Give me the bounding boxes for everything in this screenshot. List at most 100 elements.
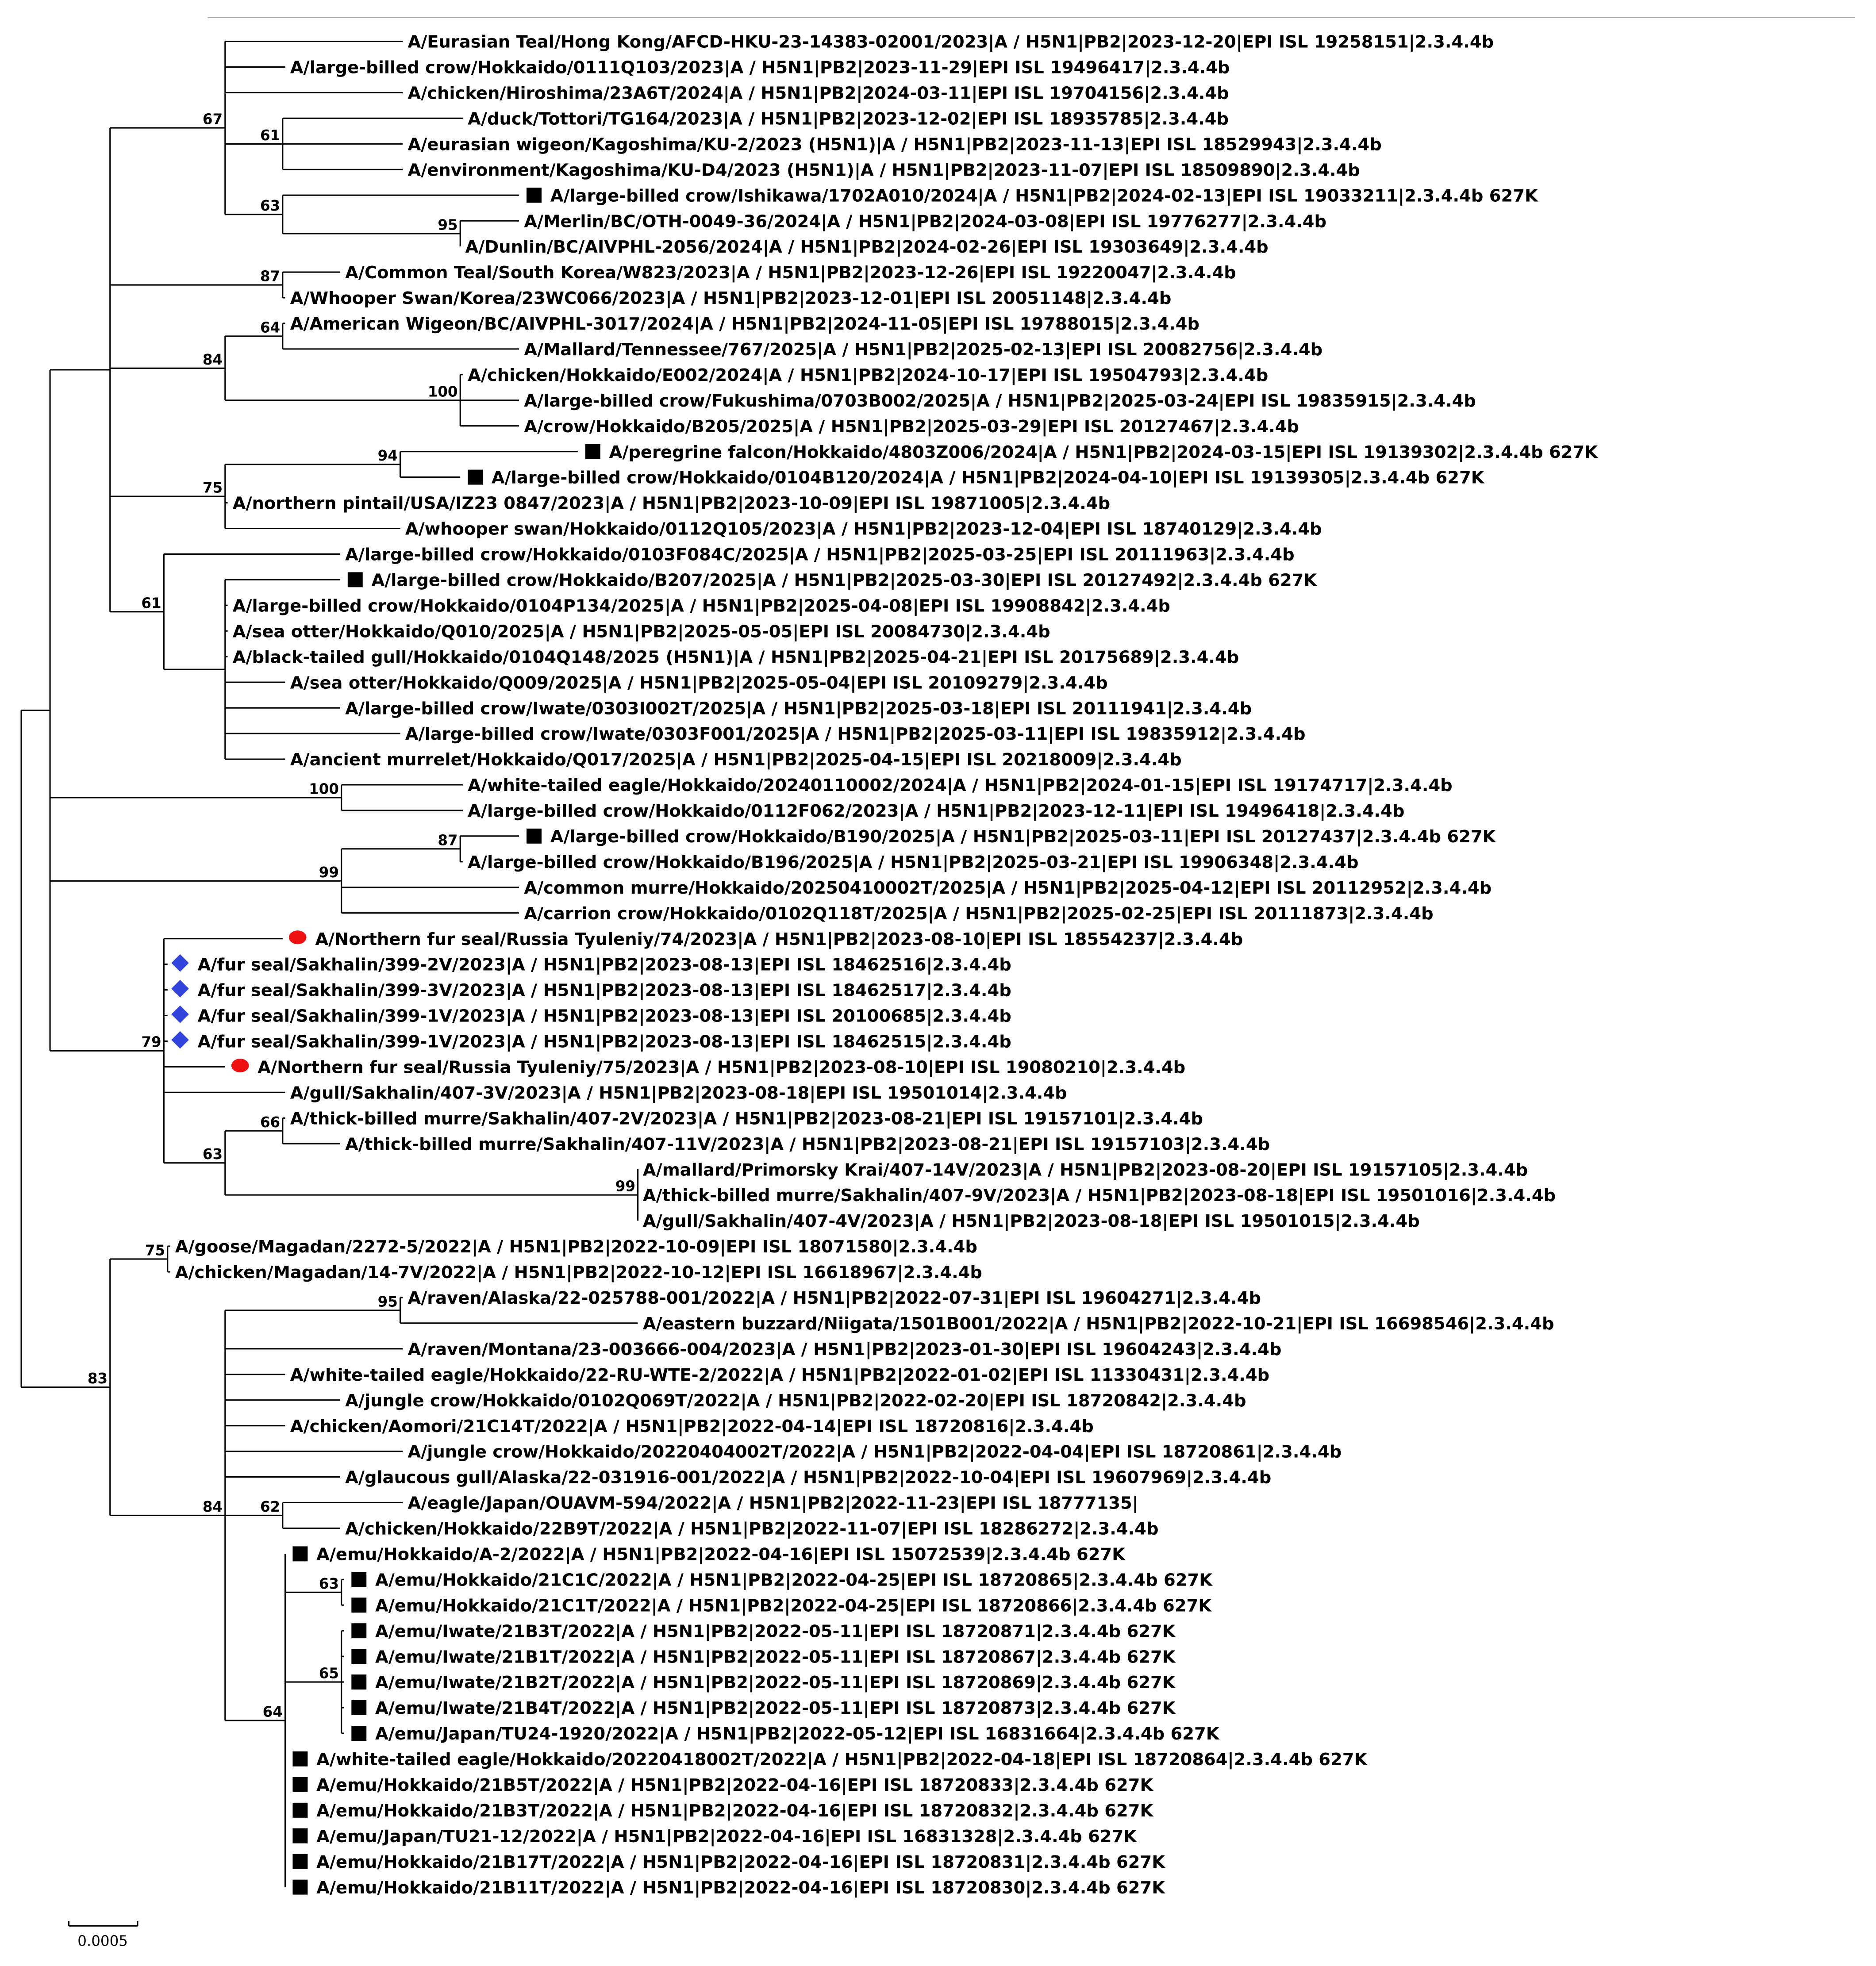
square-marker-icon (351, 1649, 367, 1664)
square-marker-icon (468, 469, 483, 485)
taxon-label: A/emu/Hokkaido/A-2/2022|A / H5N1|PB2|202… (316, 1545, 1126, 1565)
taxon-label: A/ancient murrelet/Hokkaido/Q017/2025|A … (290, 750, 1182, 770)
bootstrap-value: 62 (260, 1498, 280, 1515)
red-circle-marker-icon (231, 1059, 249, 1073)
blue-diamond-marker-icon (171, 954, 189, 972)
taxon-label: A/thick-billed murre/Sakhalin/407-11V/20… (345, 1134, 1270, 1154)
blue-diamond-marker-icon (171, 979, 189, 998)
bootstrap-value: 65 (319, 1665, 339, 1682)
bootstrap-value: 64 (260, 319, 280, 336)
taxon-label: A/eastern buzzard/Niigata/1501B001/2022|… (643, 1314, 1554, 1334)
taxon-label: A/Whooper Swan/Korea/23WC066/2023|A / H5… (290, 288, 1172, 308)
scale-bar: 0.0005 (68, 1921, 138, 1950)
taxon-label: A/sea otter/Hokkaido/Q010/2025|A / H5N1|… (233, 622, 1050, 641)
taxon-label: A/thick-billed murre/Sakhalin/407-9V/202… (643, 1186, 1556, 1206)
taxon-label: A/fur seal/Sakhalin/399-3V/2023|A / H5N1… (198, 981, 1011, 1001)
taxon-label: A/white-tailed eagle/Hokkaido/2022041800… (316, 1750, 1368, 1770)
taxon-label: A/raven/Alaska/22-025788-001/2022|A / H5… (407, 1288, 1261, 1308)
bootstrap-value: 94 (378, 447, 398, 464)
taxon-label: A/Eurasian Teal/Hong Kong/AFCD-HKU-23-14… (407, 32, 1494, 52)
taxon-label: A/large-billed crow/Hokkaido/0104P134/20… (233, 596, 1170, 616)
taxon-label: A/chicken/Hokkaido/E002/2024|A / H5N1|PB… (468, 365, 1268, 385)
taxon-label: A/Northern fur seal/Russia Tyuleniy/75/2… (258, 1058, 1185, 1078)
taxon-label: A/large-billed crow/Hokkaido/B190/2025|A… (550, 827, 1496, 847)
taxon-label: A/emu/Iwate/21B2T/2022|A / H5N1|PB2|2022… (375, 1673, 1176, 1693)
taxon-label: A/glaucous gull/Alaska/22-031916-001/202… (345, 1468, 1271, 1488)
square-marker-icon (351, 1700, 367, 1716)
bootstrap-value: 63 (260, 197, 280, 214)
taxon-label: A/goose/Magadan/2272-5/2022|A / H5N1|PB2… (175, 1237, 977, 1257)
taxon-label: A/eurasian wigeon/Kagoshima/KU-2/2023 (H… (407, 134, 1381, 154)
square-marker-icon (527, 188, 542, 203)
bootstrap-value: 100 (428, 383, 458, 400)
taxon-label: A/large-billed crow/Hokkaido/0104B120/20… (492, 468, 1485, 488)
scale-bar-label: 0.0005 (77, 1933, 128, 1950)
square-marker-icon (351, 1597, 367, 1613)
bootstrap-value: 84 (203, 1498, 223, 1515)
taxon-label: A/large-billed crow/Hokkaido/B196/2025|A… (468, 852, 1358, 872)
taxon-label: A/crow/Hokkaido/B205/2025|A / H5N1|PB2|2… (524, 417, 1299, 437)
blue-diamond-marker-icon (171, 1031, 189, 1049)
blue-diamond-marker-icon (171, 1005, 189, 1023)
bootstrap-value: 99 (615, 1178, 635, 1195)
taxon-label: A/emu/Iwate/21B4T/2022|A / H5N1|PB2|2022… (375, 1698, 1176, 1718)
square-marker-icon (351, 1726, 367, 1741)
square-marker-icon (351, 1674, 367, 1690)
branches (20, 40, 639, 1887)
square-marker-icon (292, 1751, 308, 1766)
taxon-label: A/duck/Tottori/TG164/2023|A / H5N1|PB2|2… (468, 109, 1229, 129)
taxon-label: A/fur seal/Sakhalin/399-1V/2023|A / H5N1… (198, 1006, 1011, 1026)
taxon-label: A/whooper swan/Hokkaido/0112Q105/2023|A … (405, 519, 1322, 539)
taxon-label: A/chicken/Aomori/21C14T/2022|A / H5N1|PB… (290, 1417, 1094, 1436)
square-marker-icon (292, 1879, 308, 1895)
taxon-label: A/northern pintail/USA/IZ23 0847/2023|A … (233, 494, 1110, 514)
taxon-label: A/fur seal/Sakhalin/399-1V/2023|A / H5N1… (198, 1032, 1011, 1052)
bootstrap-labels: 61 95 63 67 87 64 100 84 94 75 61 100 87 99 66 99 63 79 75… (88, 111, 635, 1720)
taxon-label: A/Common Teal/South Korea/W823/2023|A / … (345, 263, 1236, 283)
taxon-label: A/environment/Kagoshima/KU-D4/2023 (H5N1… (407, 160, 1360, 180)
taxon-label: A/sea otter/Hokkaido/Q009/2025|A / H5N1|… (290, 673, 1108, 693)
taxon-label: A/chicken/Magadan/14-7V/2022|A / H5N1|PB… (175, 1263, 982, 1283)
bootstrap-value: 61 (141, 595, 161, 611)
taxon-label: A/jungle crow/Hokkaido/20220404002T/2022… (407, 1442, 1342, 1462)
bootstrap-value: 79 (141, 1034, 161, 1051)
square-marker-icon (292, 1802, 308, 1818)
taxon-label: A/emu/Japan/TU24-1920/2022|A / H5N1|PB2|… (375, 1724, 1220, 1744)
taxon-label: A/emu/Japan/TU21-12/2022|A / H5N1|PB2|20… (316, 1827, 1137, 1847)
taxon-label: A/emu/Hokkaido/21B17T/2022|A / H5N1|PB2|… (316, 1852, 1165, 1872)
square-marker-icon (527, 828, 542, 844)
taxon-label: A/American Wigeon/BC/AIVPHL-3017/2024|A … (290, 314, 1199, 334)
taxon-label: A/large-billed crow/Iwate/0303F001/2025|… (405, 724, 1306, 744)
taxon-label: A/raven/Montana/23-003666-004/2023|A / H… (407, 1340, 1281, 1359)
taxon-label: A/large-billed crow/Ishikawa/1702A010/20… (550, 186, 1538, 206)
bootstrap-value: 99 (319, 864, 339, 881)
square-marker-icon (585, 444, 600, 459)
taxon-label: A/emu/Hokkaido/21B11T/2022|A / H5N1|PB2|… (316, 1878, 1165, 1898)
bootstrap-value: 61 (260, 127, 280, 144)
taxon-label: A/chicken/Hiroshima/23A6T/2024|A / H5N1|… (407, 84, 1229, 104)
taxon-label: A/emu/Hokkaido/21C1T/2022|A / H5N1|PB2|2… (375, 1596, 1212, 1616)
bootstrap-value: 87 (438, 832, 457, 849)
taxon-label: A/large-billed crow/Hokkaido/0103F084C/2… (345, 545, 1294, 565)
taxon-label: A/emu/Hokkaido/21B5T/2022|A / H5N1|PB2|2… (316, 1775, 1153, 1795)
bootstrap-value: 87 (260, 268, 280, 285)
bootstrap-value: 66 (260, 1114, 280, 1131)
square-marker-icon (351, 1572, 367, 1587)
bootstrap-value: 63 (203, 1146, 223, 1163)
taxon-label: A/black-tailed gull/Hokkaido/0104Q148/20… (233, 647, 1239, 667)
square-marker-icon (292, 1828, 308, 1843)
taxon-label: A/gull/Sakhalin/407-3V/2023|A / H5N1|PB2… (290, 1083, 1067, 1103)
taxon-label: A/Mallard/Tennessee/767/2025|A / H5N1|PB… (524, 340, 1322, 360)
taxon-label: A/gull/Sakhalin/407-4V/2023|A / H5N1|PB2… (643, 1211, 1420, 1231)
taxon-label: A/emu/Iwate/21B1T/2022|A / H5N1|PB2|2022… (375, 1647, 1176, 1667)
leaf-labels: A/Eurasian Teal/Hong Kong/AFCD-HKU-23-14… (171, 32, 1598, 1898)
square-marker-icon (292, 1854, 308, 1869)
square-marker-icon (292, 1546, 308, 1562)
taxon-label: A/large-billed crow/Fukushima/0703B002/2… (524, 391, 1476, 411)
bootstrap-value: 95 (438, 217, 457, 234)
square-marker-icon (347, 572, 363, 587)
red-circle-marker-icon (288, 930, 307, 945)
taxon-label: A/jungle crow/Hokkaido/0102Q069T/2022|A … (345, 1391, 1246, 1411)
taxon-label: A/large-billed crow/Hokkaido/0111Q103/20… (290, 58, 1230, 78)
bootstrap-value: 75 (145, 1242, 165, 1259)
